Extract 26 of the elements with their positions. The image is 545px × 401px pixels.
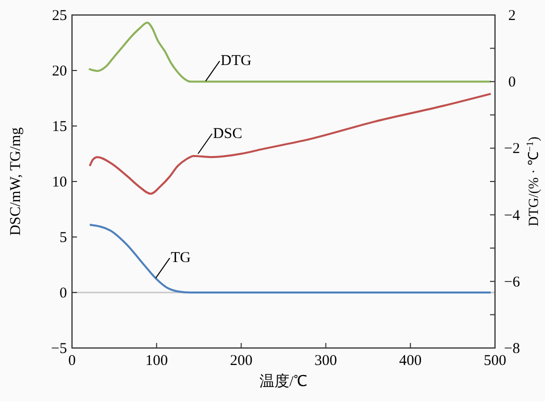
y2-tick-label: −6	[504, 274, 520, 290]
y2-tick-label: 0	[508, 74, 516, 91]
y-tick-label: 10	[52, 174, 67, 190]
x-axis-title: 温度/℃	[259, 373, 308, 390]
y-axis-title: DSC/mW, TG/mg	[8, 126, 24, 236]
line-series	[88, 224, 492, 294]
y-tick-label: 20	[52, 64, 67, 80]
annotation: DSC	[213, 126, 242, 142]
annotation: TG	[170, 250, 191, 266]
y-tick-label: 15	[52, 119, 67, 135]
x-tick-label: 400	[399, 353, 422, 369]
x-tick-label: 200	[230, 353, 252, 369]
y-tick-label: −5	[51, 341, 67, 357]
y-tick-label: 5	[60, 230, 67, 246]
y-tick-label: 25	[52, 8, 67, 24]
x-tick-label: 300	[314, 353, 338, 369]
y-tick-label: 0	[60, 286, 67, 302]
y2-tick-label: −8	[504, 341, 520, 357]
y2-tick-label: −4	[504, 208, 520, 224]
line-series	[88, 92, 492, 195]
x-tick-label: 500	[484, 353, 506, 369]
line-series	[88, 22, 492, 83]
x-tick-label: 100	[145, 353, 168, 369]
annotation: DTG	[220, 53, 252, 70]
y2-tick-label: −2	[504, 141, 520, 158]
y2-tick-label: 2	[508, 8, 516, 24]
